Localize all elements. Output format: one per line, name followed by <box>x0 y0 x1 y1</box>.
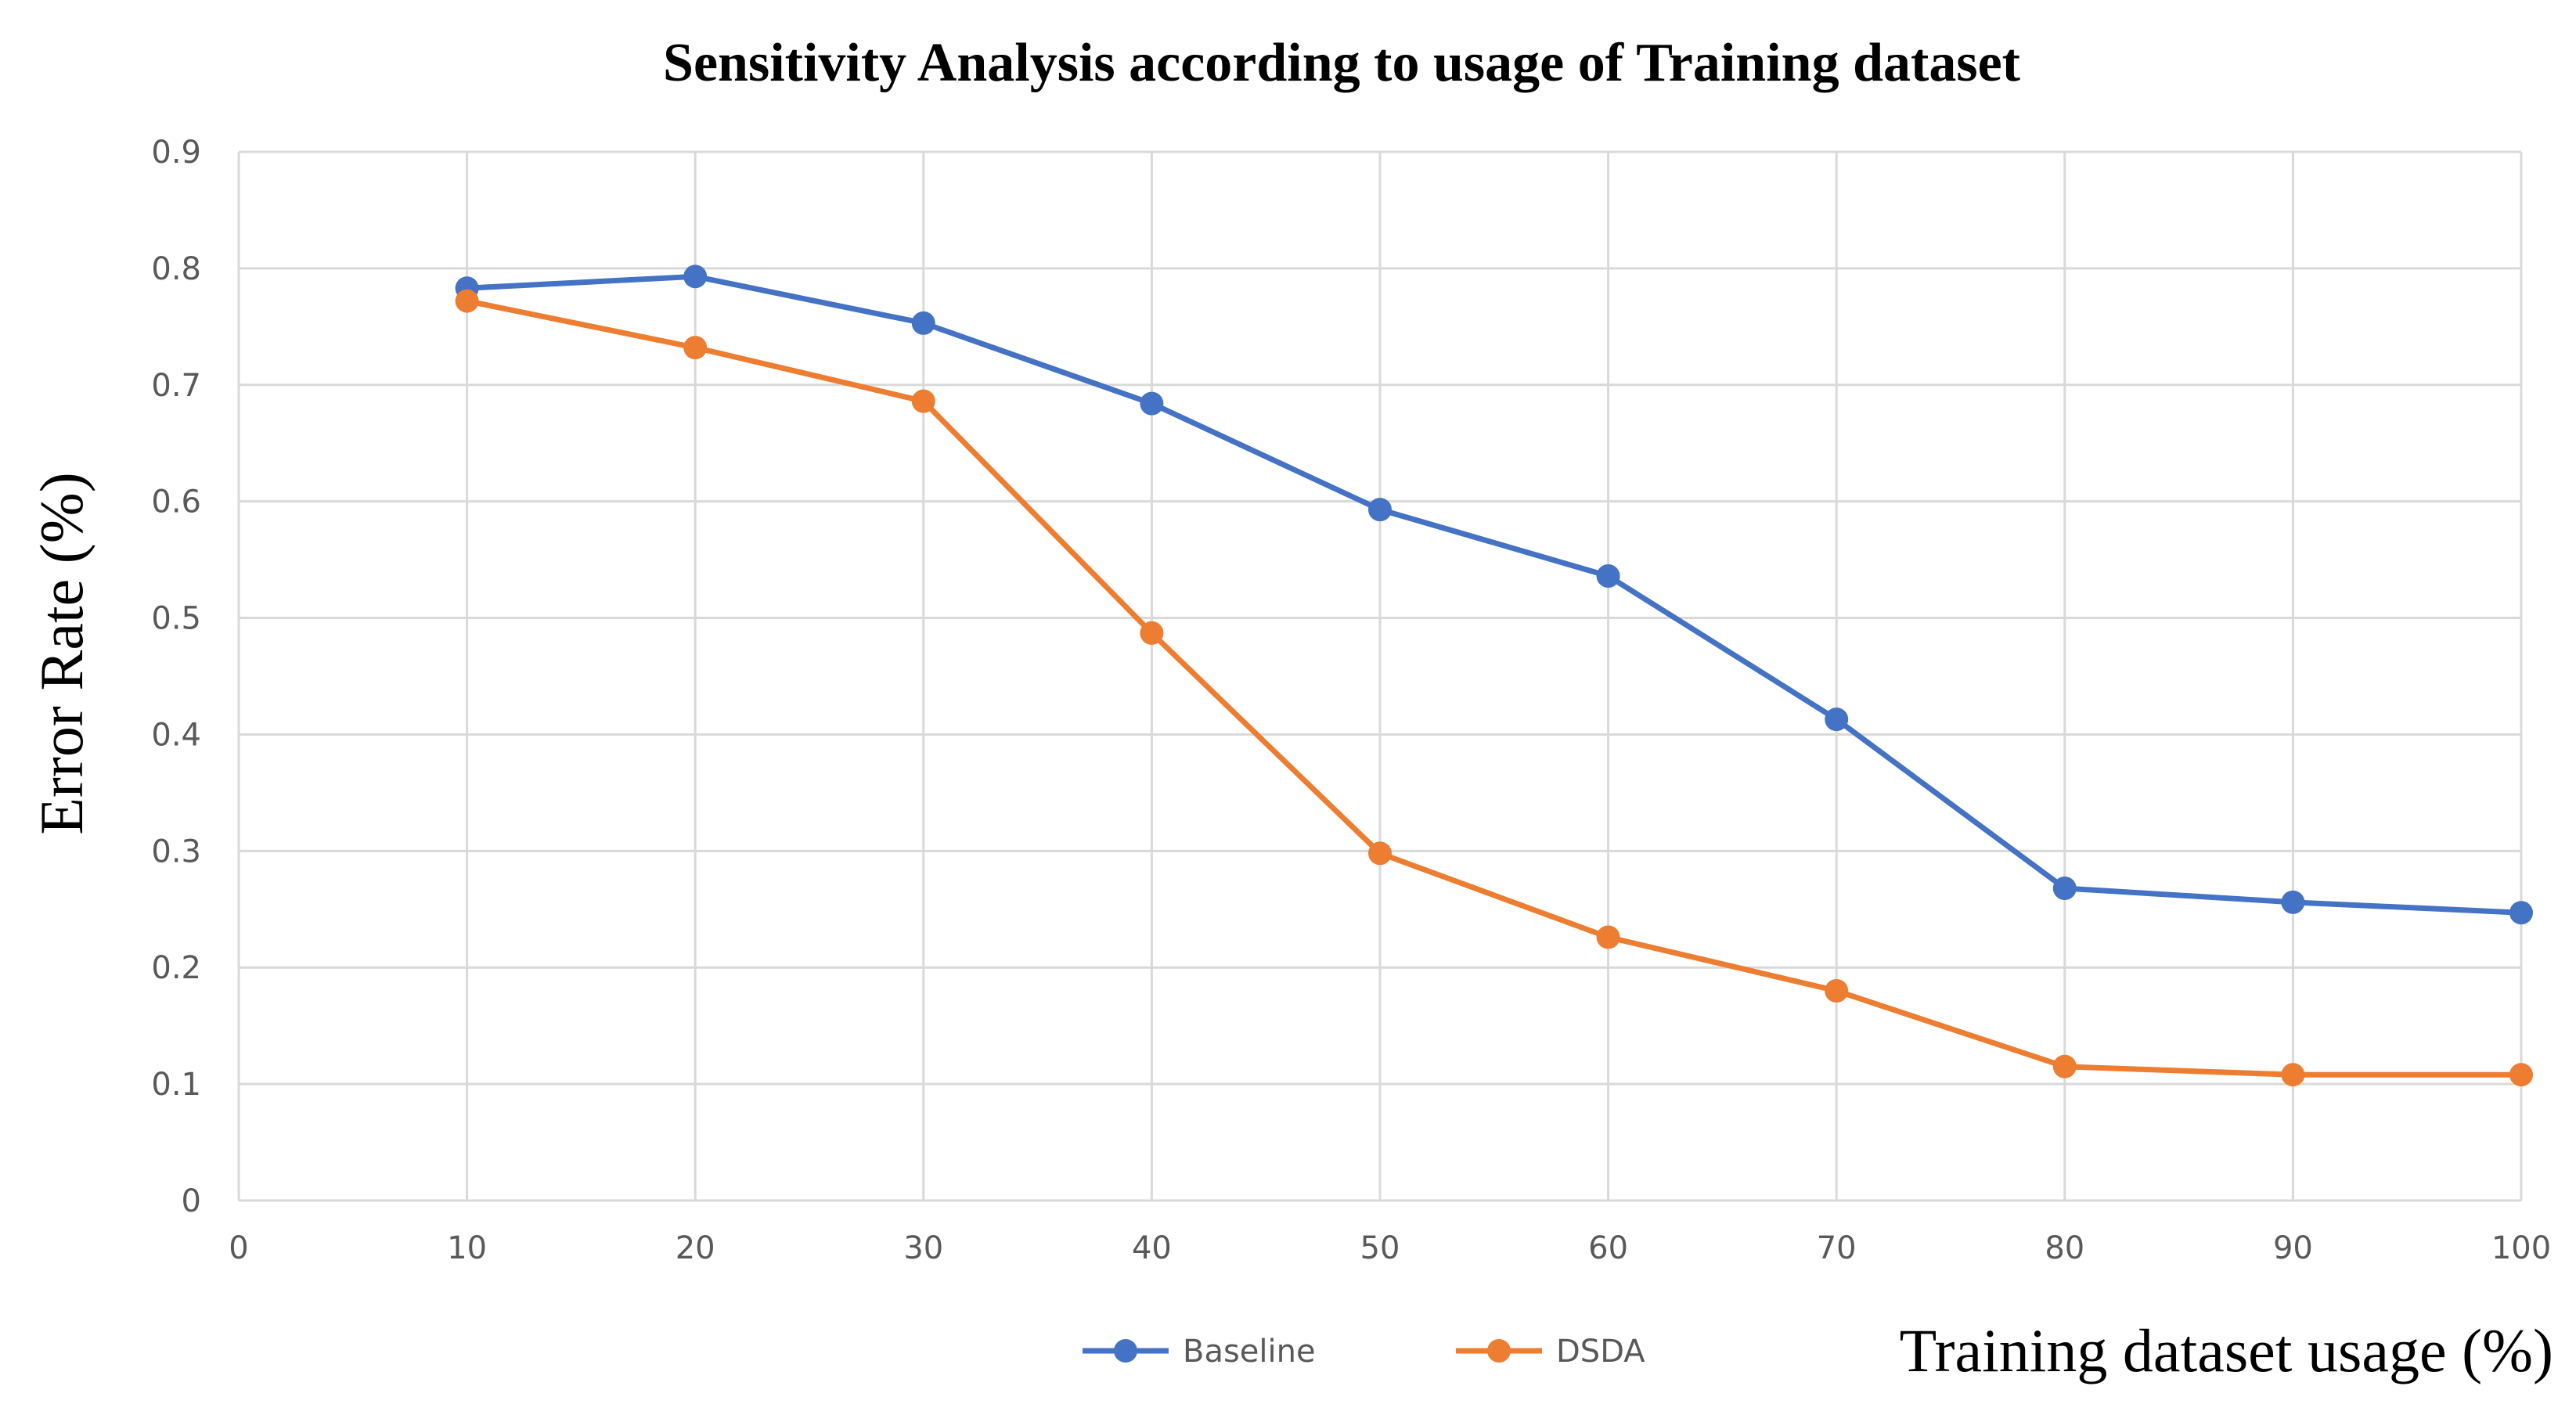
data-point <box>1596 925 1620 949</box>
gridlines <box>237 150 2523 1202</box>
legend-item-baseline: Baseline <box>1083 1334 1316 1370</box>
x-tick-label: 40 <box>1132 1230 1172 1266</box>
x-tick-label: 80 <box>2045 1230 2084 1266</box>
x-axis-tick-labels: 0 10 20 30 40 50 60 70 80 90 100 <box>229 1230 2551 1266</box>
legend-label: Baseline <box>1183 1334 1316 1370</box>
y-axis-title: Error Rate (%) <box>27 472 95 834</box>
data-point <box>2052 1054 2077 1078</box>
data-point <box>911 389 935 413</box>
data-point <box>2509 1063 2533 1087</box>
series-baseline <box>455 265 2533 925</box>
y-tick-label: 0.9 <box>151 135 201 171</box>
y-tick-label: 0.4 <box>151 717 201 753</box>
data-point <box>455 289 479 313</box>
data-point <box>2281 890 2305 914</box>
x-tick-label: 10 <box>447 1230 487 1266</box>
legend-item-dsda: DSDA <box>1456 1334 1645 1370</box>
y-tick-label: 0.2 <box>151 950 201 986</box>
data-point <box>1368 841 1392 866</box>
x-tick-label: 30 <box>903 1230 943 1266</box>
data-point <box>911 311 935 335</box>
data-point <box>1368 498 1392 522</box>
data-point <box>1825 708 1849 732</box>
series-line <box>464 273 2524 916</box>
data-point <box>2052 876 2077 900</box>
data-point <box>1140 621 1164 645</box>
data-point <box>1596 563 1620 588</box>
data-point <box>683 336 708 360</box>
legend-label: DSDA <box>1556 1334 1645 1370</box>
data-point <box>2281 1063 2305 1087</box>
y-tick-label: 0.3 <box>151 834 201 870</box>
y-tick-label: 0.1 <box>151 1067 201 1103</box>
legend-marker <box>1114 1339 1137 1363</box>
y-tick-label: 0.5 <box>151 601 201 637</box>
legend-marker <box>1487 1339 1511 1363</box>
y-tick-label: 0.6 <box>151 484 201 520</box>
x-tick-label: 0 <box>229 1230 248 1266</box>
series-line <box>464 298 2524 1078</box>
legend: Baseline DSDA <box>1083 1334 1645 1370</box>
data-series <box>455 265 2533 1087</box>
series-dsda <box>455 289 2533 1087</box>
y-axis-tick-labels: 0 0.1 0.2 0.3 0.4 0.5 0.6 0.7 0.8 0.9 <box>151 135 201 1219</box>
x-tick-label: 50 <box>1360 1230 1400 1266</box>
y-tick-label: 0.7 <box>151 368 201 404</box>
x-tick-label: 90 <box>2273 1230 2313 1266</box>
x-tick-label: 70 <box>1817 1230 1857 1266</box>
data-point <box>1825 979 1849 1003</box>
x-tick-label: 20 <box>676 1230 715 1266</box>
y-tick-label: 0 <box>182 1183 201 1219</box>
data-point <box>683 265 708 289</box>
x-tick-label: 60 <box>1588 1230 1628 1266</box>
data-point <box>1140 391 1164 416</box>
x-axis-title: Training dataset usage (%) <box>1900 1316 2553 1384</box>
data-point <box>2509 901 2533 925</box>
y-tick-label: 0.8 <box>151 251 201 287</box>
chart-title: Sensitivity Analysis according to usage … <box>663 33 2020 93</box>
x-tick-label: 100 <box>2491 1230 2551 1266</box>
